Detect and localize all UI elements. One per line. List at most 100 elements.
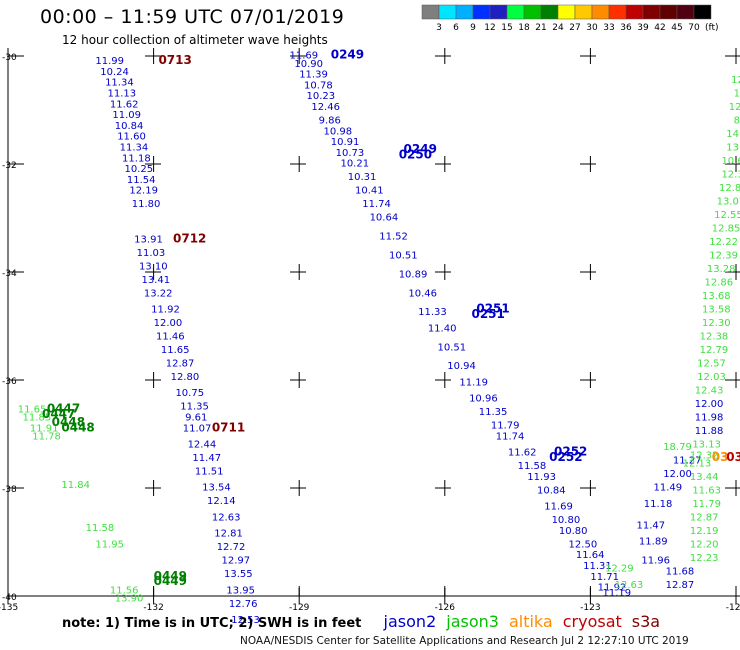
pass-number-label: 0449: [154, 574, 187, 588]
wave-height-value: 12.30: [702, 318, 731, 329]
wave-height-value: 11.63: [692, 485, 721, 496]
track-jason2-diagonal: 11.6910.9011.3910.7810.2312.469.8610.981…: [289, 51, 631, 599]
color-scale-tick: 27: [569, 23, 580, 33]
pass-number-label: 0447: [42, 407, 75, 421]
wave-height-value: 11.35: [479, 407, 508, 418]
wave-height-value: 13.54: [202, 483, 231, 494]
wave-height-value: 13.07: [717, 197, 740, 208]
color-scale-swatch: [693, 4, 712, 20]
wave-height-value: 11.19: [459, 377, 488, 388]
wave-height-value: 10.80: [559, 526, 588, 537]
wave-height-value: 11.74: [496, 431, 525, 442]
wave-height-value: 10.51: [438, 342, 467, 353]
wave-height-value: 12.50: [569, 539, 598, 550]
wave-height-value: 11.88: [695, 426, 724, 437]
wave-height-value: 11.89: [639, 537, 668, 548]
wave-height-value: 12.76: [229, 599, 258, 610]
wave-height-value: 10.73: [336, 148, 365, 159]
wave-height-value: 12.46: [311, 102, 340, 113]
wave-height-value: 12.55: [714, 210, 740, 221]
wave-height-value: 12.23: [690, 553, 719, 564]
wave-height-value: 11.84: [61, 480, 90, 491]
pass-number-label: 0449: [154, 569, 187, 583]
wave-height-value: 12.44: [188, 440, 217, 451]
wave-height-value: 11.60: [117, 132, 146, 143]
wave-height-value: 11.18: [644, 499, 673, 510]
wave-height-value: 13.28: [707, 264, 736, 275]
wave-height-value: 11.65: [18, 404, 47, 415]
wave-height-value: 11.46: [156, 332, 185, 343]
page-title: 00:00 – 11:59 UTC 07/01/2019: [40, 6, 345, 28]
wave-height-value: 10.84: [115, 121, 144, 132]
lat-tick-label: -38: [2, 485, 17, 495]
wave-height-value: 12.97: [222, 556, 251, 567]
wave-height-value: 11.47: [192, 453, 221, 464]
wave-height-value: 12.86: [704, 278, 733, 289]
pass-number-label: 0252: [554, 445, 587, 459]
wave-height-value: 11.71: [590, 572, 619, 583]
wave-height-value: 10.41: [355, 186, 384, 197]
wave-height-value: 10.89: [399, 269, 428, 280]
legend-cryosat: cryosat: [562, 612, 622, 631]
wave-height-value: 12.38: [700, 332, 729, 343]
wave-height-value: 11.39: [299, 70, 328, 81]
wave-height-value: 11.98: [695, 413, 724, 424]
wave-height-value: 11.74: [362, 199, 391, 210]
wave-height-value: 11.49: [653, 483, 682, 494]
wave-height-value: 11.27: [673, 456, 702, 467]
wave-height-value: 11.35: [180, 402, 209, 413]
wave-height-value: 11.07: [183, 423, 212, 434]
wave-height-value: 11.09: [112, 110, 141, 121]
wave-height-value: 11.19: [603, 588, 632, 599]
legend-altika: altika: [508, 612, 553, 631]
pass-number-label: 03: [726, 450, 740, 464]
wave-height-value: 11.52: [379, 232, 408, 243]
wave-height-value: 12.81: [214, 529, 243, 540]
wave-height-value: 11.58: [518, 461, 547, 472]
wave-height-value: 11.54: [127, 175, 156, 186]
wave-height-value: 11.62: [508, 448, 537, 459]
footer-legend: note: 1) Time is in UTC; 2) SWH is in fe…: [62, 612, 670, 631]
lat-tick-label: -32: [2, 161, 17, 171]
satellite-legend: jason2 jason3 altika cryosat s3a: [384, 612, 671, 631]
wave-height-value: 10.98: [323, 126, 352, 137]
wave-height-value: 11.93: [527, 472, 556, 483]
wave-height-value: 12.32: [690, 450, 719, 461]
wave-height-value: 13.68: [702, 291, 731, 302]
track-jason3-east-lower: 12.29 12.63: [605, 564, 643, 591]
wave-height-value: 18.79: [663, 442, 692, 453]
color-scale-tick: 12: [484, 23, 495, 33]
wave-height-value: 12.43: [695, 386, 724, 397]
wave-height-value: 10.51: [389, 251, 418, 262]
wave-height-value: 12.37: [734, 89, 740, 100]
footer-note: note: 1) Time is in UTC; 2) SWH is in fe…: [62, 616, 362, 631]
wave-height-value: 13.95: [226, 585, 255, 596]
wave-height-value: 11.64: [576, 550, 605, 561]
wave-height-value: 11.51: [195, 467, 224, 478]
page-subtitle: 12 hour collection of altimeter wave hei…: [62, 33, 328, 47]
wave-height-value: 11.62: [110, 99, 139, 110]
wave-height-value: 10.96: [469, 394, 498, 405]
pass-number-label: 0447: [47, 401, 80, 415]
wave-height-value: 13.55: [224, 569, 253, 580]
wave-height-value: 10.94: [447, 361, 476, 372]
wave-height-value: 14.92: [726, 129, 740, 140]
wave-height-value: 13.41: [141, 275, 170, 286]
wave-height-value: 11.69: [289, 51, 318, 62]
wave-height-value: 11.92: [151, 305, 180, 316]
color-scale-tick: 24: [552, 23, 564, 33]
wave-height-value: 12.63: [615, 580, 644, 591]
wave-height-value: 13.10: [139, 261, 168, 272]
wave-height-value: 9.61: [185, 413, 207, 424]
color-scale-tick: 15: [501, 23, 512, 33]
wave-height-value: 10.24: [100, 67, 129, 78]
wave-height-value: 11.40: [428, 323, 457, 334]
wave-height-value: 11.13: [107, 89, 136, 100]
color-scale-tick: 33: [603, 23, 614, 33]
wave-height-value: 13.44: [690, 472, 719, 483]
wave-height-value: 12.14: [207, 496, 236, 507]
wave-height-value: 11.95: [95, 539, 124, 550]
color-scale-tick: 9: [470, 23, 476, 33]
